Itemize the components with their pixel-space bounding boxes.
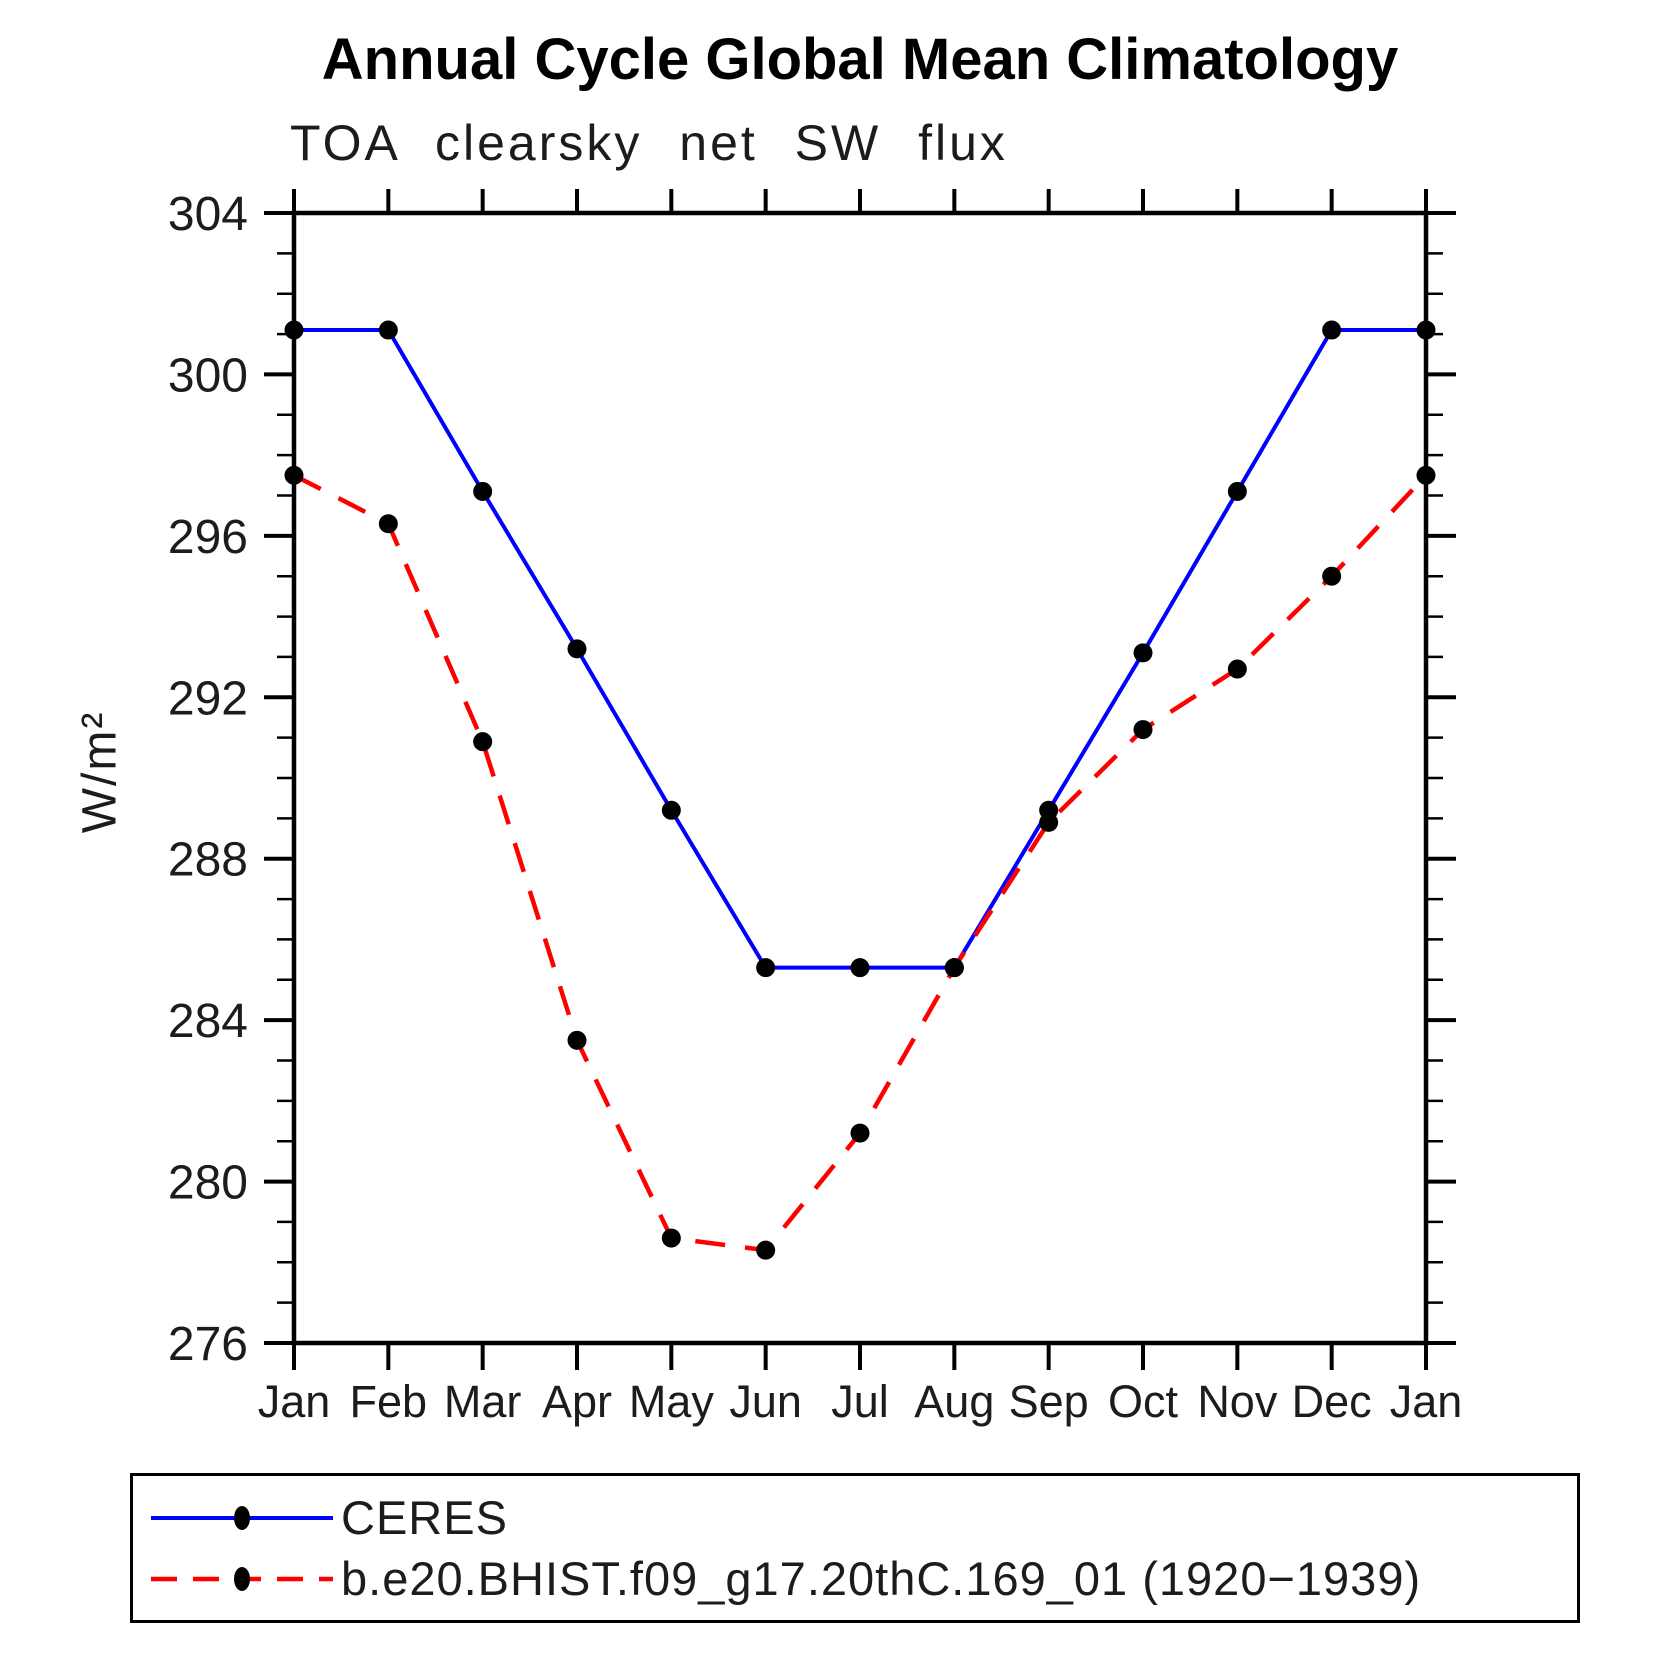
data-point-marker bbox=[661, 1228, 681, 1248]
plot-frame bbox=[291, 210, 1429, 1346]
x-tick-label: Mar bbox=[444, 1376, 522, 1427]
data-point-marker bbox=[1227, 481, 1247, 501]
x-tick-label: Apr bbox=[542, 1376, 612, 1427]
data-point-marker bbox=[473, 732, 493, 752]
x-tick-label: Nov bbox=[1197, 1376, 1278, 1427]
data-point-marker bbox=[378, 320, 398, 340]
y-tick-label: 292 bbox=[168, 672, 248, 725]
legend-sample-ceres bbox=[151, 1505, 333, 1530]
x-tick-label: Oct bbox=[1108, 1376, 1179, 1427]
data-point-marker bbox=[1227, 659, 1247, 679]
x-tick-label: Dec bbox=[1292, 1376, 1372, 1427]
x-tick-label: Jan bbox=[258, 1376, 331, 1427]
x-tick-label: Jun bbox=[729, 1376, 802, 1427]
chart-title: Annual Cycle Global Mean Climatology bbox=[321, 27, 1399, 92]
x-tick-label: Sep bbox=[1009, 1376, 1089, 1427]
legend-label-ceres: CERES bbox=[341, 1491, 508, 1544]
legend-marker-dot bbox=[234, 1505, 250, 1530]
x-tick-label: Jul bbox=[831, 1376, 889, 1427]
data-point-marker bbox=[1133, 643, 1153, 663]
data-point-marker bbox=[284, 320, 304, 340]
data-point-marker bbox=[1416, 320, 1436, 340]
data-point-marker bbox=[756, 958, 776, 978]
data-point-marker bbox=[567, 639, 587, 659]
data-point-marker bbox=[944, 958, 964, 978]
chart-subtitle: TOA clearsky net SW flux bbox=[290, 115, 1008, 171]
y-tick-label: 296 bbox=[168, 511, 248, 564]
legend-marker-dot bbox=[234, 1566, 250, 1591]
x-tick-label: May bbox=[629, 1376, 715, 1427]
y-tick-label: 276 bbox=[168, 1318, 248, 1371]
legend-sample-model bbox=[151, 1566, 333, 1591]
data-point-marker bbox=[850, 1123, 870, 1143]
legend-box: CERES b.e20.BHIST.f09_g17.20thC.169_01 (… bbox=[130, 1473, 1580, 1623]
x-tick-label: Feb bbox=[350, 1376, 428, 1427]
data-point-marker bbox=[850, 958, 870, 978]
x-tick-label: Aug bbox=[914, 1376, 994, 1427]
data-point-marker bbox=[756, 1240, 776, 1260]
legend-row-model: b.e20.BHIST.f09_g17.20thC.169_01 (1920−1… bbox=[147, 1555, 1577, 1602]
data-point-marker bbox=[1039, 812, 1059, 832]
data-point-marker bbox=[1322, 320, 1342, 340]
data-point-marker bbox=[1322, 566, 1342, 586]
y-tick-label: 280 bbox=[168, 1157, 248, 1210]
legend-label-model: b.e20.BHIST.f09_g17.20thC.169_01 (1920−1… bbox=[341, 1552, 1422, 1605]
data-point-marker bbox=[567, 1030, 587, 1050]
y-tick-label: 300 bbox=[168, 349, 248, 402]
data-point-marker bbox=[1416, 465, 1436, 485]
y-axis-label: W/m² bbox=[73, 710, 127, 834]
y-tick-label: 284 bbox=[168, 995, 248, 1048]
data-point-marker bbox=[1133, 720, 1153, 740]
data-point-marker bbox=[378, 514, 398, 534]
y-tick-label: 304 bbox=[168, 188, 248, 241]
data-point-marker bbox=[661, 800, 681, 820]
data-point-marker bbox=[284, 465, 304, 485]
legend-row-ceres: CERES bbox=[147, 1494, 1577, 1541]
data-point-marker bbox=[473, 481, 493, 501]
x-tick-label: Jan bbox=[1390, 1376, 1463, 1427]
y-tick-label: 288 bbox=[168, 834, 248, 887]
